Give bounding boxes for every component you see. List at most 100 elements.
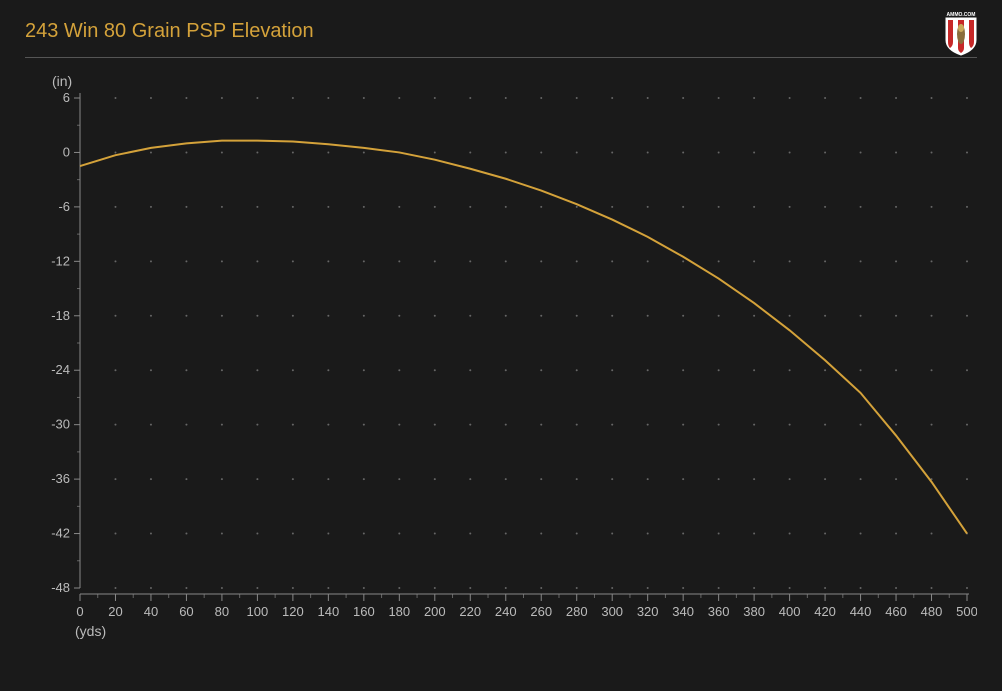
- grid-dot: [363, 260, 365, 262]
- grid-dot: [469, 533, 471, 535]
- grid-dot: [931, 369, 933, 371]
- y-tick-label: -48: [51, 580, 70, 595]
- grid-dot: [398, 478, 400, 480]
- x-tick-label: 280: [566, 604, 588, 619]
- grid-dot: [114, 206, 116, 208]
- grid-dot: [292, 587, 294, 589]
- grid-dot: [753, 424, 755, 426]
- grid-dot: [789, 97, 791, 99]
- grid-dot: [895, 206, 897, 208]
- grid-dot: [540, 587, 542, 589]
- grid-dot: [185, 206, 187, 208]
- grid-dot: [327, 206, 329, 208]
- grid-dot: [540, 151, 542, 153]
- grid-dot: [540, 533, 542, 535]
- grid-dot: [611, 533, 613, 535]
- grid-dot: [682, 424, 684, 426]
- y-tick-label: 6: [63, 90, 70, 105]
- grid-dot: [611, 97, 613, 99]
- grid-dot: [292, 424, 294, 426]
- grid-dot: [398, 369, 400, 371]
- grid-dot: [860, 369, 862, 371]
- grid-dot: [718, 97, 720, 99]
- grid-dot: [398, 315, 400, 317]
- x-tick-label: 400: [779, 604, 801, 619]
- grid-dot: [150, 260, 152, 262]
- grid-dot: [611, 315, 613, 317]
- grid-dot: [221, 97, 223, 99]
- grid-dot: [469, 206, 471, 208]
- grid-dot: [718, 151, 720, 153]
- grid-dot: [363, 587, 365, 589]
- x-tick-label: 340: [672, 604, 694, 619]
- logo-text: AMMO.COM: [947, 12, 976, 18]
- grid-dot: [505, 97, 507, 99]
- y-tick-label: -18: [51, 308, 70, 323]
- grid-dot: [931, 151, 933, 153]
- grid-dot: [682, 587, 684, 589]
- grid-dot: [576, 260, 578, 262]
- grid-dot: [611, 206, 613, 208]
- grid-dot: [292, 533, 294, 535]
- x-tick-label: 140: [318, 604, 340, 619]
- grid-dot: [292, 260, 294, 262]
- grid-dot: [363, 478, 365, 480]
- grid-dot: [150, 587, 152, 589]
- grid-dot: [327, 587, 329, 589]
- grid-dot: [576, 315, 578, 317]
- grid-dot: [576, 206, 578, 208]
- grid-dot: [327, 97, 329, 99]
- grid-dot: [647, 587, 649, 589]
- grid-dot: [114, 151, 116, 153]
- grid-dot: [150, 151, 152, 153]
- y-tick-label: -36: [51, 471, 70, 486]
- grid-dot: [398, 424, 400, 426]
- grid-dot: [718, 533, 720, 535]
- grid-dot: [150, 97, 152, 99]
- grid-dot: [931, 587, 933, 589]
- grid-dot: [895, 151, 897, 153]
- grid-dot: [434, 97, 436, 99]
- grid-dot: [753, 315, 755, 317]
- grid-dot: [221, 478, 223, 480]
- x-unit-label: (yds): [75, 623, 106, 639]
- grid-dot: [185, 478, 187, 480]
- elevation-series: [80, 141, 967, 534]
- x-tick-label: 220: [459, 604, 481, 619]
- grid-dot: [576, 151, 578, 153]
- x-tick-label: 420: [814, 604, 836, 619]
- grid-dot: [611, 151, 613, 153]
- grid-dot: [682, 369, 684, 371]
- grid-dot: [150, 206, 152, 208]
- x-tick-label: 500: [956, 604, 977, 619]
- grid-dot: [895, 315, 897, 317]
- grid-dot: [469, 369, 471, 371]
- grid-dot: [256, 478, 258, 480]
- grid-dot: [114, 97, 116, 99]
- grid-dot: [256, 97, 258, 99]
- grid-dot: [647, 369, 649, 371]
- grid-dot: [469, 424, 471, 426]
- grid-dot: [895, 424, 897, 426]
- grid-dot: [185, 424, 187, 426]
- y-tick-label: -6: [58, 199, 70, 214]
- grid-dot: [540, 206, 542, 208]
- grid-dot: [682, 533, 684, 535]
- grid-dot: [576, 533, 578, 535]
- grid-dot: [824, 151, 826, 153]
- x-tick-label: 260: [530, 604, 552, 619]
- grid-dot: [185, 587, 187, 589]
- grid-dot: [150, 424, 152, 426]
- x-tick-label: 0: [76, 604, 83, 619]
- grid-dot: [256, 533, 258, 535]
- grid-dot: [682, 206, 684, 208]
- grid-dot: [185, 151, 187, 153]
- grid-dot: [718, 424, 720, 426]
- grid-dot: [363, 97, 365, 99]
- grid-dot: [114, 315, 116, 317]
- grid-dot: [114, 533, 116, 535]
- grid-dot: [966, 478, 968, 480]
- grid-dot: [966, 315, 968, 317]
- grid-dot: [327, 315, 329, 317]
- grid-dot: [469, 97, 471, 99]
